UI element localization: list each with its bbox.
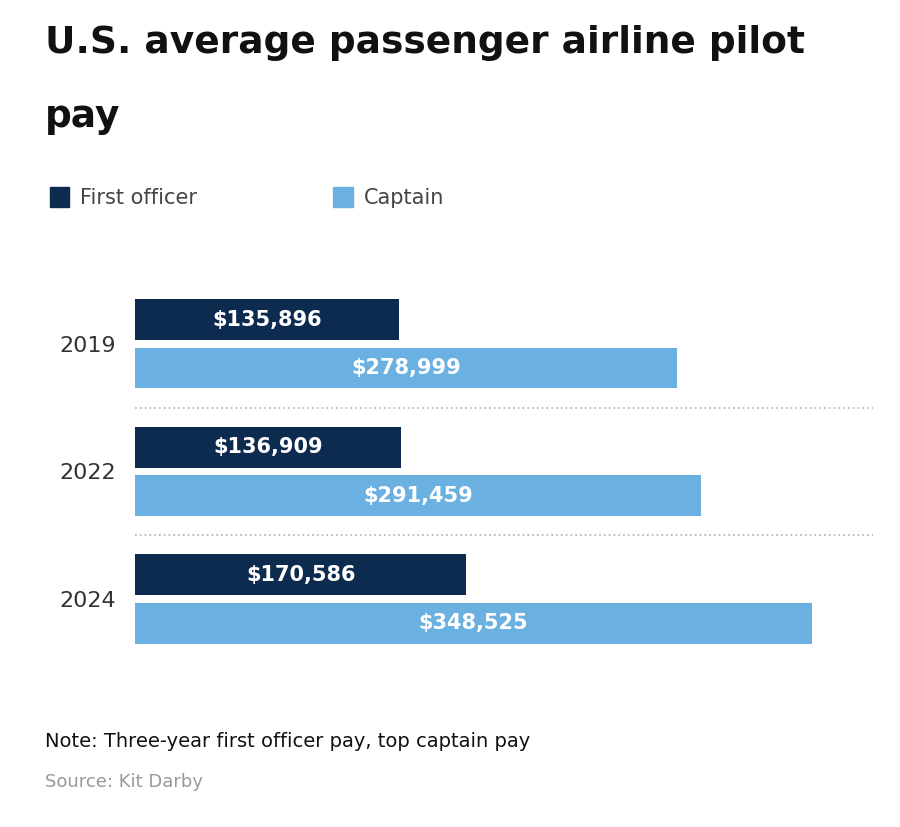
Text: First officer: First officer bbox=[80, 189, 197, 208]
Text: $348,525: $348,525 bbox=[418, 614, 528, 633]
Bar bbox=[135, 554, 466, 595]
Text: $170,586: $170,586 bbox=[246, 565, 356, 585]
Bar bbox=[135, 299, 399, 340]
Text: Source: Kit Darby: Source: Kit Darby bbox=[45, 773, 203, 791]
Bar bbox=[135, 427, 401, 467]
Bar bbox=[135, 476, 701, 516]
Text: $291,459: $291,459 bbox=[363, 485, 473, 505]
Text: pay: pay bbox=[45, 99, 121, 136]
Text: $135,896: $135,896 bbox=[212, 309, 322, 329]
Text: $136,909: $136,909 bbox=[213, 437, 323, 457]
Text: U.S. average passenger airline pilot: U.S. average passenger airline pilot bbox=[45, 25, 805, 61]
Bar bbox=[135, 347, 677, 389]
Text: Note: Three-year first officer pay, top captain pay: Note: Three-year first officer pay, top … bbox=[45, 732, 530, 751]
Text: Captain: Captain bbox=[364, 189, 444, 208]
Bar bbox=[135, 603, 812, 643]
Text: $278,999: $278,999 bbox=[351, 358, 461, 378]
